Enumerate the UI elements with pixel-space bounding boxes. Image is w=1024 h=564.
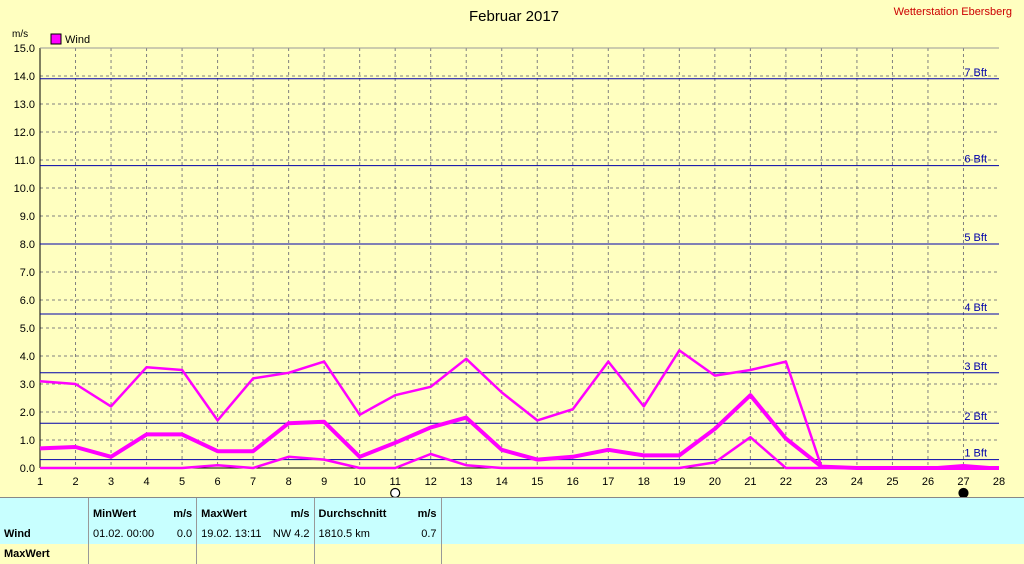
beaufort-label: 7 Bft <box>964 67 987 79</box>
x-tick-label: 14 <box>496 476 508 488</box>
y-axis-unit: m/s <box>12 29 28 40</box>
y-tick-label: 4.0 <box>20 351 35 363</box>
min-value: 0.0 <box>176 528 193 540</box>
x-tick-label: 9 <box>321 476 327 488</box>
station-name: Wetterstation Ebersberg <box>894 6 1012 18</box>
y-tick-label: 12.0 <box>14 127 35 139</box>
max-value: NW 4.2 <box>272 528 310 540</box>
x-tick-label: 23 <box>815 476 827 488</box>
y-tick-labels: 0.0 1.0 2.0 3.0 4.0 5.0 6.0 7.0 8.0 9.0 10.0 11.0 12… <box>14 43 35 475</box>
x-tick-label: 18 <box>638 476 650 488</box>
row-label: MaxWert <box>4 548 50 560</box>
new-moon-icon <box>958 487 969 497</box>
y-tick-label: 7.0 <box>20 267 35 279</box>
x-tick-label: 12 <box>425 476 437 488</box>
x-tick-label: 24 <box>851 476 863 488</box>
max-unit-header: m/s <box>290 508 310 520</box>
x-tick-label: 2 <box>72 476 78 488</box>
series-line-min <box>40 435 1000 470</box>
table-row: MaxWert <box>0 544 450 564</box>
moon-phases <box>390 487 969 497</box>
y-tick-label: 11.0 <box>14 155 35 167</box>
x-tick-label: 27 <box>957 476 969 488</box>
x-tick-label: 26 <box>922 476 934 488</box>
x-tick-label: 5 <box>179 476 185 488</box>
min-time: 01.02. 00:00 <box>88 524 159 544</box>
x-tick-label: 22 <box>780 476 792 488</box>
beaufort-label: 4 Bft <box>964 302 987 314</box>
x-tick-label: 1 <box>37 476 43 488</box>
x-tick-label: 15 <box>531 476 543 488</box>
y-tick-label: 0.0 <box>20 463 35 475</box>
x-tick-label: 21 <box>744 476 756 488</box>
x-tick-label: 4 <box>143 476 149 488</box>
y-tick-label: 6.0 <box>20 295 35 307</box>
y-tick-label: 3.0 <box>20 379 35 391</box>
x-tick-label: 16 <box>567 476 579 488</box>
x-tick-label: 11 <box>389 476 400 488</box>
x-tick-labels: 1 2 3 4 5 6 7 8 9 10 11 12 13 14 15 16 17 18 19 20 21 22 23 24 2… <box>37 476 1005 488</box>
x-tick-label: 3 <box>108 476 114 488</box>
beaufort-label: 1 Bft <box>964 448 987 460</box>
min-unit-header: m/s <box>173 508 193 520</box>
y-tick-label: 8.0 <box>20 239 35 251</box>
row-label: Wind <box>4 528 31 540</box>
x-tick-label: 17 <box>602 476 614 488</box>
x-tick-label: 19 <box>673 476 685 488</box>
grid <box>39 47 999 469</box>
y-tick-label: 1.0 <box>20 435 35 447</box>
statistics-table: MinWert m/s MaxWert m/s Durchschnitt m/s… <box>0 497 1024 564</box>
x-tick-label: 28 <box>993 476 1005 488</box>
x-tick-label: 10 <box>354 476 366 488</box>
max-header: MaxWert <box>196 498 266 524</box>
y-tick-label: 14.0 <box>14 71 35 83</box>
x-tick-label: 20 <box>709 476 721 488</box>
series-line-max <box>39 349 999 470</box>
chart-title: Februar 2017 <box>469 8 559 25</box>
avg-header: Durchschnitt <box>313 498 403 524</box>
min-header: MinWert <box>88 498 159 524</box>
y-tick-label: 2.0 <box>20 407 35 419</box>
y-tick-label: 15.0 <box>14 43 35 55</box>
legend-swatch <box>50 33 62 45</box>
max-time: 19.02. 13:11 <box>196 524 266 544</box>
x-tick-label: 6 <box>215 476 221 488</box>
avg-value: 0.7 <box>421 528 437 540</box>
wind-chart: Februar 2017 Wetterstation Ebersberg m/s… <box>12 6 1012 497</box>
x-tick-label: 25 <box>886 476 898 488</box>
y-tick-label: 9.0 <box>20 211 35 223</box>
x-tick-label: 13 <box>460 476 472 488</box>
table-row: Wind 01.02. 00:00 0.0 19.02. 13:11 NW 4.… <box>0 524 450 544</box>
beaufort-label: 3 Bft <box>964 361 987 373</box>
x-tick-label: 8 <box>286 476 292 488</box>
y-tick-label: 10.0 <box>14 183 35 195</box>
beaufort-label: 6 Bft <box>964 154 987 166</box>
beaufort-label: 5 Bft <box>964 232 987 244</box>
avg-distance: 1810.5 km <box>313 524 403 544</box>
legend-label: Wind <box>65 34 90 46</box>
x-tick-label: 7 <box>250 476 256 488</box>
beaufort-lines: 1 Bft 2 Bft 3 Bft 4 Bft 5 Bft 6 Bft 7 Bft <box>40 67 999 461</box>
y-tick-label: 5.0 <box>20 323 35 335</box>
beaufort-label: 2 Bft <box>964 411 987 423</box>
avg-unit-header: m/s <box>417 508 437 520</box>
y-tick-label: 13.0 <box>14 99 35 111</box>
series-lines <box>39 349 1000 470</box>
full-moon-icon <box>390 487 401 497</box>
